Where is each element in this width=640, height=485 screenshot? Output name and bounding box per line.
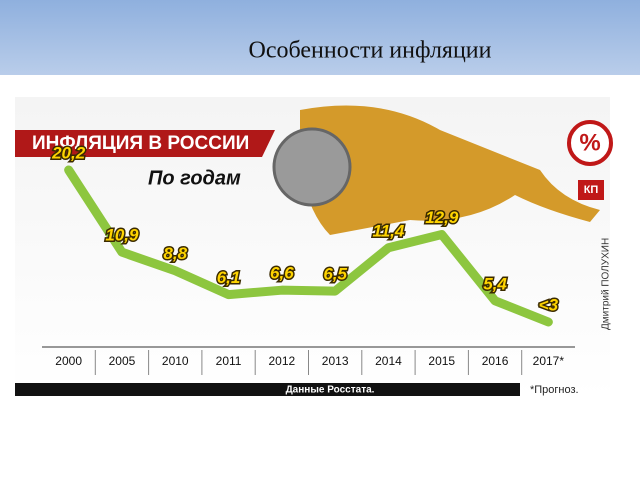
point	[545, 319, 552, 325]
value-label: 5,4	[483, 274, 507, 293]
x-tick-label: 2016	[482, 354, 509, 368]
note: *Прогноз.	[530, 384, 579, 396]
value-label: 6,5	[323, 265, 347, 284]
header-band	[0, 0, 640, 75]
logo-box	[578, 180, 604, 200]
series-line	[64, 165, 553, 327]
crocodile	[300, 105, 600, 235]
coin	[272, 127, 352, 207]
x-tick-label: 2013	[322, 354, 349, 368]
value-label: 6,6	[270, 264, 294, 283]
point	[65, 167, 72, 173]
point	[385, 244, 392, 251]
x-tick-label: 2000	[55, 354, 82, 368]
badge-circle	[567, 120, 613, 166]
value-label: 12,9	[425, 208, 459, 227]
x-tick-label: 2005	[109, 354, 136, 368]
value-label: 20,2	[51, 143, 86, 162]
point	[278, 287, 285, 294]
value-label: 11,4	[373, 221, 405, 240]
slide-title: Особенности инфляции	[249, 38, 492, 64]
point	[438, 231, 445, 238]
x-tick-label: 2017*	[533, 354, 565, 368]
title-bar	[15, 130, 275, 157]
x-tick-label: 2014	[375, 354, 402, 368]
point	[225, 291, 232, 298]
source-bar	[15, 383, 520, 396]
value-label: 10,9	[105, 226, 139, 245]
logo: КП	[584, 184, 599, 196]
source: Данные Росстата.	[286, 385, 375, 396]
value-label: 6,1	[217, 268, 241, 287]
point	[332, 288, 339, 295]
x-tick-label: 2015	[428, 354, 455, 368]
point	[172, 267, 179, 274]
chart-title: ИНФЛЯЦИЯ В РОССИИ	[32, 133, 249, 154]
x-tick-label: 2010	[162, 354, 189, 368]
chart-subtitle: По годам	[148, 167, 241, 189]
value-label: 8,8	[163, 244, 187, 263]
badge: %	[579, 129, 600, 156]
plot: 2000 2005 2010 2011 2012 2013 2014 2015 2016 2017…	[50, 142, 565, 375]
x-tick-label: 2012	[268, 354, 295, 368]
x-tick-label: 2011	[216, 354, 242, 368]
point	[118, 249, 125, 256]
point	[492, 297, 499, 304]
credit: Дмитрий ПОЛУХИН	[601, 238, 612, 330]
value-label: <3	[539, 295, 559, 314]
